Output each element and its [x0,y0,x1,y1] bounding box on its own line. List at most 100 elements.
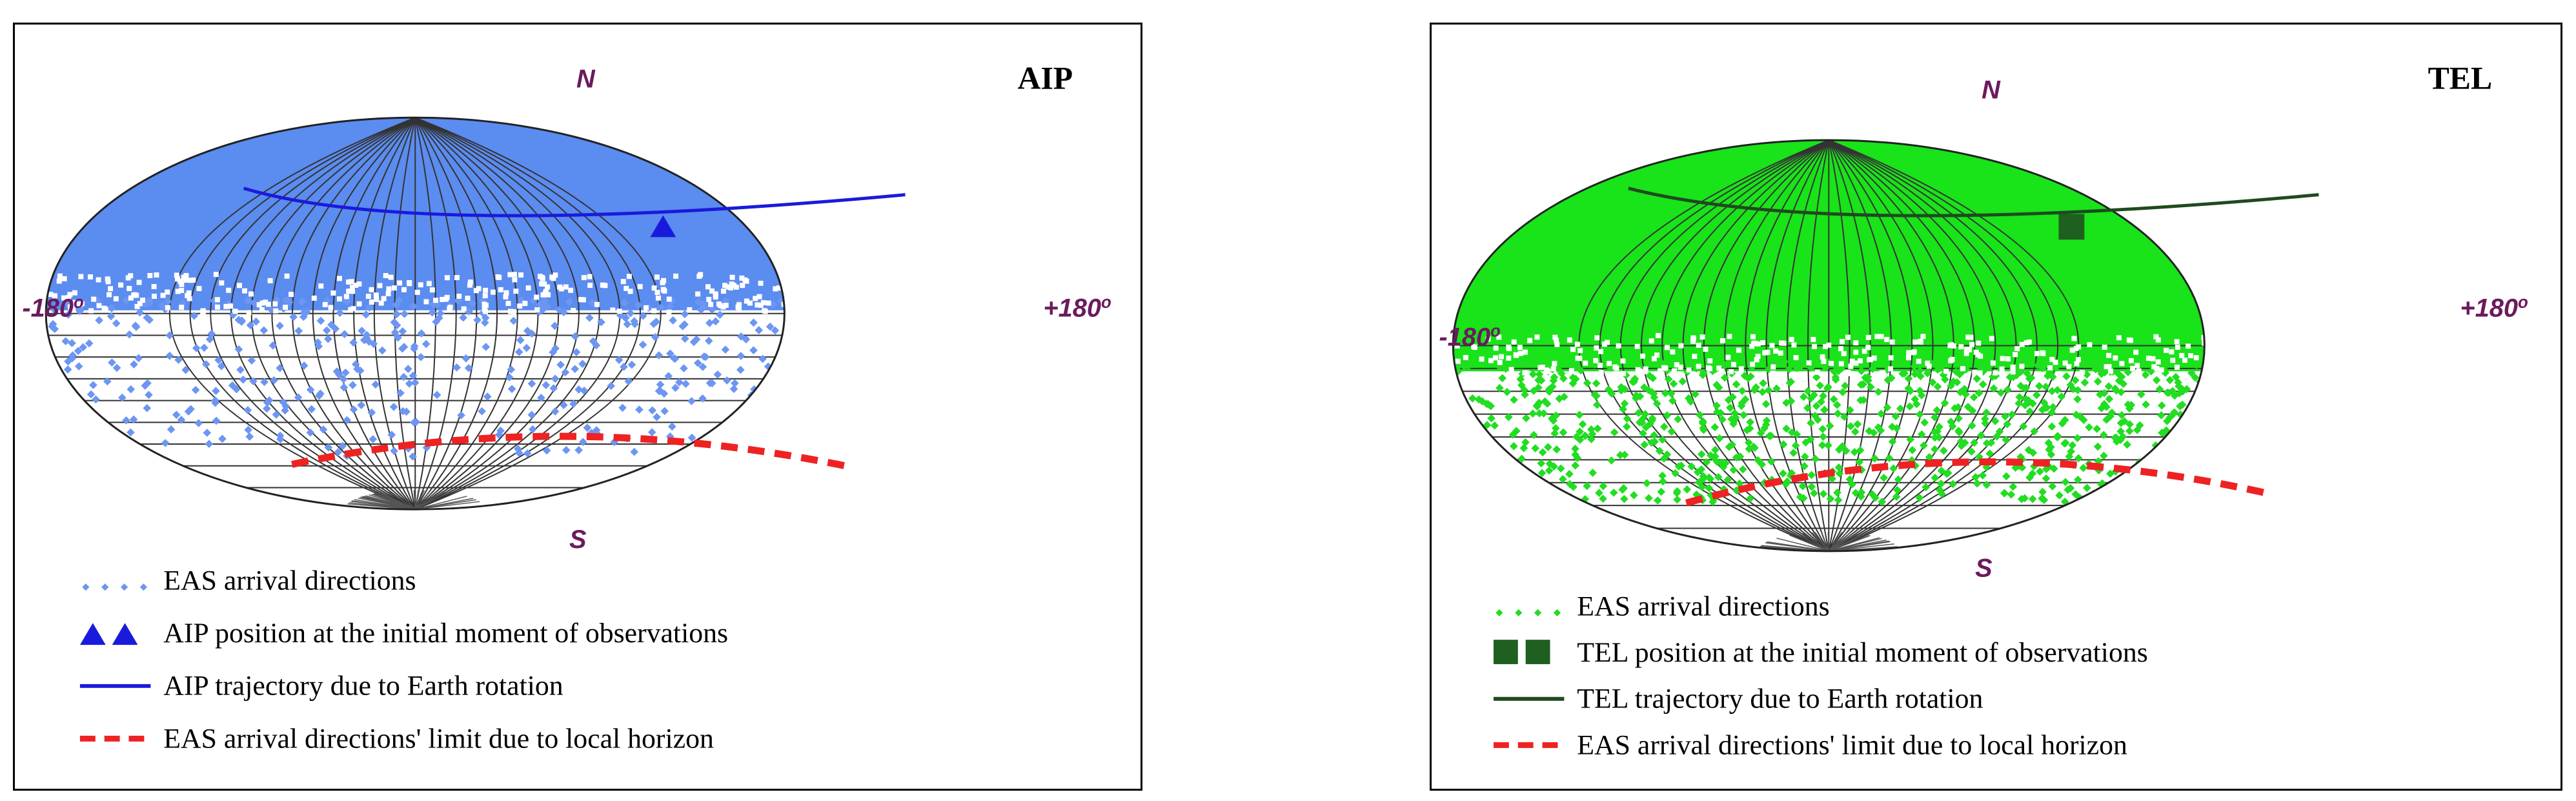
coverage-gap [1865,334,1871,340]
eas-arrival-point [2176,402,2184,411]
eas-arrival-point [551,374,560,383]
coverage-gap [96,303,102,309]
eas-arrival-point [1465,425,1473,434]
eas-arrival-point [1530,431,1538,440]
eas-arrival-point [357,401,366,409]
eas-arrival-point [2128,480,2136,489]
eas-arrival-point [2001,412,2009,421]
eas-arrival-point [48,322,56,331]
coverage-gap [773,286,778,292]
eas-arrival-point [1537,459,1546,468]
coverage-gap [563,284,569,290]
eas-arrival-point [2093,377,2102,386]
eas-arrival-point [654,351,664,360]
eas-arrival-point [400,372,408,381]
eas-arrival-point [781,405,785,414]
coverage-gap [666,296,672,302]
coverage-gap [1719,338,1725,343]
tel-grid [1453,140,2205,551]
eas-arrival-point [129,415,138,424]
eas-arrival-point [2002,472,2011,481]
eas-arrival-point [1874,387,1883,396]
eas-arrival-point [2191,453,2200,462]
eas-arrival-point [1711,445,1719,454]
coverage-gap [2047,365,2053,370]
eas-arrival-point [1494,472,1503,481]
eas-arrival-point [542,381,551,390]
coverage-gap [2116,335,2122,341]
coverage-gap [66,295,72,301]
eas-arrival-point [362,330,371,340]
coverage-gap [1845,334,1851,340]
coverage-gap [542,290,548,296]
coverage-gap [72,299,78,305]
eas-arrival-point [1565,470,1574,478]
eas-arrival-point [522,343,531,352]
coverage-gap [660,279,665,285]
coverage-gap [1594,335,1600,341]
coverage-gap [188,278,194,283]
eas-arrival-point [2182,445,2191,453]
coverage-gap [2107,369,2113,374]
coverage-gap [213,272,219,278]
eas-arrival-point [1461,432,1470,441]
eas-arrival-point [2030,427,2039,436]
eas-arrival-point [53,427,61,436]
eas-arrival-point [1819,432,1827,441]
coverage-gap [2062,360,2068,366]
coverage-gap [96,277,101,283]
coverage-gap [740,283,745,289]
eas-arrival-point [1493,497,1502,506]
coverage-gap [720,304,726,310]
eas-arrival-point [1698,417,1707,426]
eas-arrival-point [340,330,349,338]
coverage-gap [356,301,362,307]
eas-arrival-point [682,380,690,389]
eas-arrival-point [1889,464,1898,473]
coverage-gap [511,272,517,278]
coverage-gap [1654,352,1660,358]
eas-arrival-point [2100,489,2109,498]
aip-coverage-group [46,117,785,510]
eas-arrival-point [1922,483,1930,492]
eas-arrival-point [1592,379,1601,388]
eas-arrival-point [432,390,441,400]
eas-arrival-point [647,428,656,437]
coverage-gap [587,283,593,289]
coverage-gap [1601,341,1607,347]
coverage-gap [1849,371,1854,377]
eas-arrival-point [322,326,331,335]
eas-arrival-point [1791,441,1800,450]
coverage-gap [2151,364,2157,370]
coverage-gap [1943,369,1949,374]
coverage-gap [200,308,206,314]
eas-arrival-point [1779,440,1788,449]
eas-arrival-point [1789,449,1798,457]
coverage-gap [739,275,745,281]
coverage-gap [1793,355,1799,361]
eas-arrival-point [107,303,116,312]
coverage-gap [1969,341,1975,347]
eas-arrival-point [1814,416,1822,424]
eas-arrival-point [1856,396,1865,405]
eas-arrival-point [1490,469,1499,478]
eas-arrival-point [583,423,592,432]
coverage-gap [1554,338,1559,343]
pole-meridian [1821,531,1830,551]
eas-arrival-point [294,327,303,336]
coverage-gap [776,285,782,291]
coverage-gap [386,286,392,292]
eas-arrival-point [369,435,378,443]
eas-arrival-point [478,407,486,416]
eas-arrival-point [1851,427,1860,436]
coverage-gap [1949,356,1955,362]
coverage-gap [513,289,519,294]
coverage-gap [747,300,753,306]
legend-symbol-dots [82,583,148,591]
coverage-gap [713,292,718,298]
coverage-gap [2053,360,2058,365]
eas-arrival-point [638,340,647,349]
eas-arrival-point [1951,404,1959,412]
coverage-gap [1574,341,1580,347]
pole-meridian [1827,531,1830,551]
